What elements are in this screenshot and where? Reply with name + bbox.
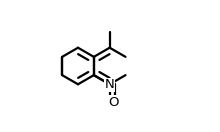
Text: N: N	[105, 78, 115, 91]
Text: O: O	[108, 96, 119, 109]
